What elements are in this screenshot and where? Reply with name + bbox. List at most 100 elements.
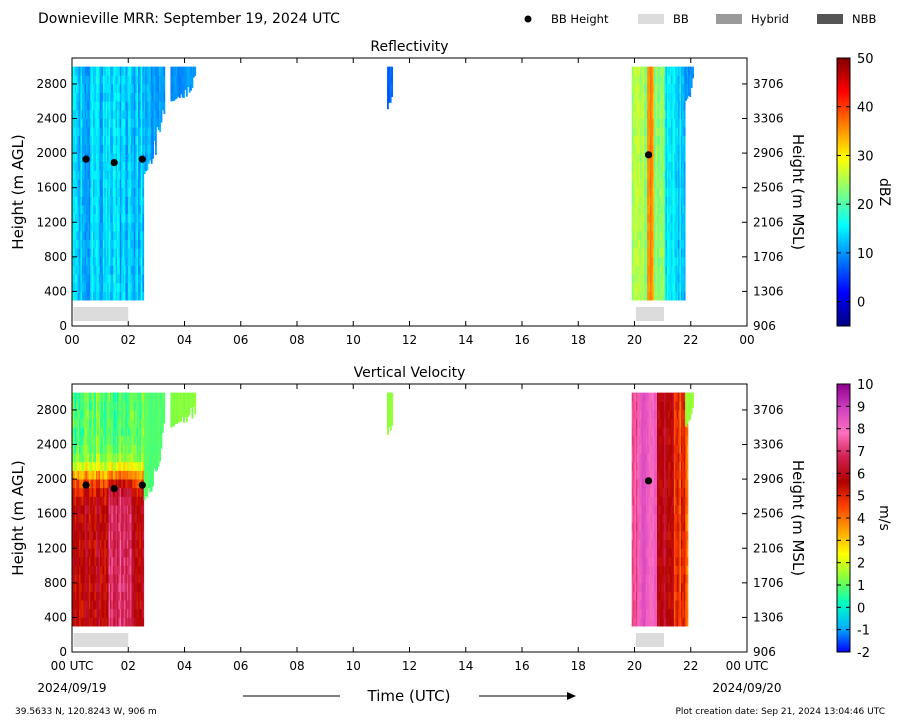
heatmap-cell (644, 170, 647, 180)
heatmap-cell (138, 435, 140, 445)
heatmap-cell (94, 256, 97, 266)
heatmap-cell (112, 565, 115, 575)
heatmap-cell (126, 530, 129, 541)
heatmap-cell (673, 92, 676, 102)
heatmap-cell (125, 617, 128, 627)
heatmap-cell (86, 435, 88, 445)
heatmap-cell (177, 392, 180, 402)
heatmap-cell (117, 239, 119, 249)
heatmap-cell (77, 427, 80, 437)
heatmap-cell (119, 444, 122, 454)
heatmap-cell (135, 75, 138, 85)
heatmap-cell (83, 574, 86, 584)
heatmap-cell (648, 248, 651, 258)
heatmap-cell (115, 608, 118, 618)
heatmap-cell (102, 282, 105, 292)
heatmap-cell (104, 204, 107, 215)
heatmap-cell (97, 239, 100, 249)
heatmap-cell (111, 401, 114, 411)
heatmap-cell (680, 101, 683, 111)
heatmap-cell (154, 392, 157, 402)
heatmap-cell (107, 461, 109, 471)
heatmap-cell (132, 92, 135, 102)
heatmap-cell (676, 135, 679, 145)
heatmap-cell (664, 291, 666, 301)
heatmap-cell (185, 392, 188, 402)
heatmap-cell (109, 505, 112, 515)
heatmap-cell (102, 187, 105, 197)
heatmap-cell (126, 213, 129, 223)
heatmap-cell (87, 418, 90, 428)
heatmap-cell (194, 392, 197, 402)
heatmap-cell (177, 401, 180, 411)
heatmap-cell (109, 118, 112, 128)
heatmap-cell (651, 239, 654, 249)
heatmap-cell (143, 170, 146, 174)
heatmap-cell (642, 92, 645, 102)
heatmap-cell (125, 444, 128, 454)
heatmap-cell (655, 161, 658, 171)
heatmap-cell (649, 187, 652, 197)
heatmap-cell (122, 187, 125, 197)
heatmap-cell (86, 101, 88, 111)
heatmap-cell (672, 92, 675, 102)
heatmap-cell (634, 470, 637, 480)
heatmap-cell (152, 427, 154, 437)
heatmap-cell (121, 444, 124, 454)
heatmap-cell (117, 83, 119, 93)
heatmap-cell (108, 170, 111, 180)
heatmap-cell (88, 582, 91, 592)
heatmap-cell (119, 453, 122, 463)
heatmap-cell (672, 83, 675, 93)
heatmap-cell (93, 556, 95, 566)
heatmap-cell (114, 66, 116, 76)
heatmap-cell (387, 418, 389, 428)
colorbar-tick-label: 30 (857, 149, 874, 164)
heatmap-cell (683, 101, 686, 111)
heatmap-cell (124, 479, 126, 489)
heatmap-cell (84, 75, 87, 85)
heatmap-cell (77, 522, 80, 532)
heatmap-cell (178, 401, 181, 411)
heatmap-cell (153, 427, 156, 437)
heatmap-cell (111, 479, 114, 489)
heatmap-cell (119, 213, 122, 223)
heatmap-cell (129, 453, 132, 463)
heatmap-cell (88, 427, 91, 437)
heatmap-cell (119, 470, 122, 480)
heatmap-cell (76, 582, 79, 592)
heatmap-cell (122, 118, 125, 128)
heatmap-cell (124, 401, 126, 411)
heatmap-cell (187, 409, 190, 417)
heatmap-cell (100, 582, 102, 592)
heatmap-cell (95, 196, 98, 206)
heatmap-cell (77, 144, 80, 154)
heatmap-cell (647, 170, 649, 180)
heatmap-cell (108, 144, 111, 154)
heatmap-cell (668, 239, 671, 249)
heatmap-cell (86, 222, 88, 232)
heatmap-cell (133, 418, 136, 428)
heatmap-cell (94, 127, 97, 137)
heatmap-cell (146, 470, 149, 480)
heatmap-cell (91, 109, 94, 119)
heatmap-cell (389, 418, 392, 428)
heatmap-cell (666, 83, 669, 93)
heatmap-cell (655, 179, 658, 189)
heatmap-cell (93, 539, 95, 549)
heatmap-cell (73, 505, 76, 515)
heatmap-cell (146, 479, 149, 489)
heatmap-cell (124, 109, 126, 119)
heatmap-cell (633, 522, 635, 532)
heatmap-cell (94, 282, 97, 292)
heatmap-cell (104, 179, 107, 189)
heatmap-cell (135, 513, 138, 523)
heatmap-cell (124, 591, 126, 601)
heatmap-cell (655, 153, 658, 163)
heatmap-cell (685, 66, 687, 76)
heatmap-cell (665, 127, 668, 137)
heatmap-cell (126, 556, 129, 566)
heatmap-cell (77, 92, 80, 102)
heatmap-cell (157, 392, 160, 402)
heatmap-cell (105, 265, 108, 275)
